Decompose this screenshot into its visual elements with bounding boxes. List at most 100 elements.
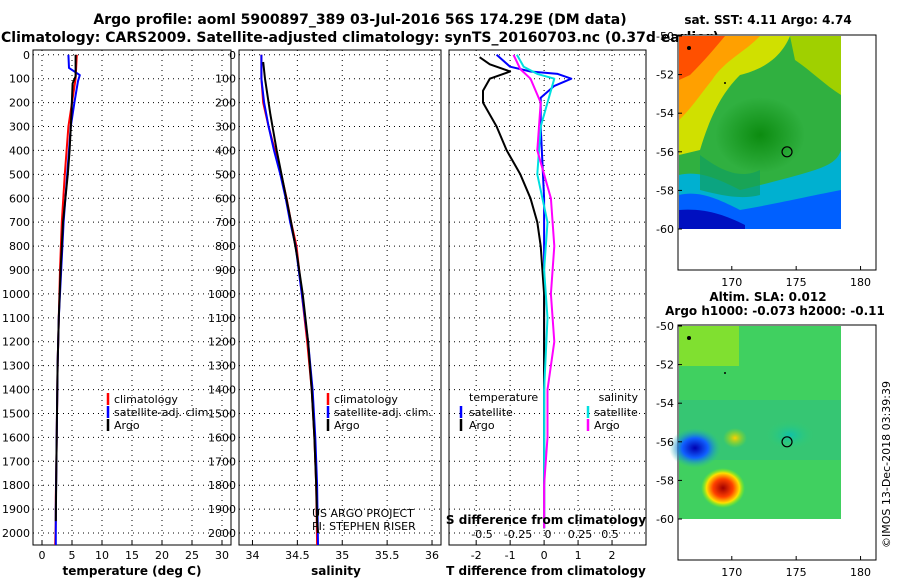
sst-map-title: sat. SST: 4.11 Argo: 4.74: [684, 13, 851, 27]
lat-tick-label: -58: [656, 184, 674, 197]
sla-upper-left-zone: [679, 326, 739, 366]
sla-field: [669, 326, 841, 519]
depth-tick-label: 800: [215, 240, 236, 253]
sla-map-title-line2: Argo h1000: -0.073 h2000: -0.11: [665, 304, 885, 318]
x-tick-label: 2: [609, 549, 616, 562]
island-dot: [724, 372, 726, 374]
x-tick-label: 36: [425, 549, 439, 562]
depth-tick-label: 1100: [2, 312, 30, 325]
series-line-temperature-argo: [479, 56, 546, 529]
difference-axes-frame: [448, 49, 647, 546]
salinity-xlabel: salinity: [311, 564, 361, 578]
lon-tick-label: 170: [721, 566, 742, 579]
depth-tick-label: 200: [9, 97, 30, 110]
secondary-tick: 0.5: [601, 528, 619, 541]
series-line-salinity-argo: [512, 54, 556, 529]
depth-tick-label: 1600: [2, 431, 30, 444]
sst-coldest-zone: [679, 209, 745, 229]
legend-satellite-label: satellite-adj. clim.: [334, 406, 432, 419]
sla-negative-eddy: [669, 428, 721, 468]
figure-title-line2: Climatology: CARS2009. Satellite-adjuste…: [1, 30, 719, 46]
project-annotation: US ARGO PROJECT: [312, 507, 414, 520]
depth-tick-label: 900: [215, 264, 236, 277]
temperature-legend: climatology satellite-adj. clim. Argo: [106, 393, 212, 432]
secondary-tick: 0.25: [568, 528, 593, 541]
lat-tick-label: -56: [656, 146, 674, 159]
lat-tick-label: -50: [656, 320, 674, 333]
temperature-xlabel: temperature (deg C): [63, 564, 202, 578]
sla-map-y-ticks: -50 -52 -54 -56 -58 -60: [656, 320, 682, 526]
depth-tick-label: 800: [9, 240, 30, 253]
depth-tick-label: 1300: [2, 360, 30, 373]
depth-tick-label: 600: [215, 192, 236, 205]
difference-lines: [479, 54, 573, 529]
x-tick-label: 1: [575, 549, 582, 562]
series-line-argo: [54, 54, 77, 522]
sst-warm-east-zone: [790, 36, 841, 95]
depth-tick-label: 1900: [208, 503, 236, 516]
lon-tick-label: 180: [850, 566, 871, 579]
x-tick-label: 20: [155, 549, 169, 562]
temperature-depth-ticks: 0 100 200 300 400 500 600 700 800 900 1000 1100 1200…: [2, 49, 30, 540]
secondary-tick: -0.25: [504, 528, 532, 541]
sst-green-band: [700, 155, 760, 198]
legend-sal-argo-label: Argo: [594, 419, 620, 432]
sla-map-panel: Altim. SLA: 0.012 Argo h1000: -0.073 h20…: [656, 290, 885, 579]
depth-tick-label: 2000: [208, 527, 236, 540]
island-dot: [687, 46, 691, 50]
x-tick-label: 0: [39, 549, 46, 562]
salinity-grid: [239, 50, 441, 545]
temperature-grid: [33, 50, 231, 545]
salinity-legend: climatology satellite-adj. clim. Argo: [326, 393, 432, 432]
x-tick-label: 34: [245, 549, 259, 562]
sst-field: [679, 36, 841, 229]
figure-title-line1: Argo profile: aoml 5900897_389 03-Jul-20…: [93, 12, 626, 28]
credit-text: ©IMOS 13-Dec-2018 03:39:39: [880, 381, 893, 548]
temperature-lines: [54, 54, 81, 546]
x-tick-label: 25: [185, 549, 199, 562]
lat-tick-label: -60: [656, 513, 674, 526]
sla-positive-eddy: [701, 468, 745, 508]
depth-tick-label: 700: [215, 216, 236, 229]
legend-climatology-label: climatology: [114, 393, 178, 406]
difference-x-ticks: -2 -1 0 1 2: [471, 541, 616, 562]
lat-tick-label: -52: [656, 69, 674, 82]
pi-annotation: PI: STEPHEN RISER: [312, 520, 416, 533]
sla-map-title-line1: Altim. SLA: 0.012: [709, 290, 826, 304]
sst-map-marks: [687, 46, 793, 158]
depth-tick-label: 1900: [2, 503, 30, 516]
salinity-axes-frame: [238, 49, 442, 546]
depth-tick-label: 1000: [2, 288, 30, 301]
depth-tick-label: 900: [9, 264, 30, 277]
legend-temperature-heading: temperature: [469, 391, 538, 404]
lat-tick-label: -56: [656, 436, 674, 449]
depth-tick-label: 2000: [2, 527, 30, 540]
depth-tick-label: 1800: [208, 479, 236, 492]
lat-tick-label: -54: [656, 397, 674, 410]
lat-tick-label: -54: [656, 107, 674, 120]
sla-map-x-ticks: 170 175 180: [721, 556, 871, 579]
lat-tick-label: -50: [656, 30, 674, 43]
island-dot: [724, 82, 726, 84]
depth-tick-label: 1700: [208, 455, 236, 468]
depth-tick-label: 1500: [2, 407, 30, 420]
sst-map-panel: sat. SST: 4.11 Argo: 4.74 -50 -52 -54 -56 -5…: [656, 13, 877, 289]
depth-tick-label: 200: [215, 97, 236, 110]
depth-tick-label: 400: [215, 144, 236, 157]
legend-temp-argo-label: Argo: [469, 419, 495, 432]
lon-tick-label: 175: [786, 276, 807, 289]
lat-tick-label: -60: [656, 223, 674, 236]
x-tick-label: 5: [69, 549, 76, 562]
temperature-axes-frame: [32, 49, 232, 546]
island-dot: [687, 336, 691, 340]
sla-cyan-patch: [765, 420, 815, 450]
depth-tick-label: 0: [23, 49, 30, 62]
float-position-marker: [781, 436, 793, 448]
x-tick-label: 35.5: [375, 549, 400, 562]
depth-tick-label: 300: [9, 121, 30, 134]
depth-tick-label: 100: [215, 73, 236, 86]
temperature-panel: 0100200300400500600700800900100011001200…: [2, 49, 232, 578]
depth-tick-label: 500: [9, 168, 30, 181]
series-line-argo: [262, 61, 319, 534]
x-tick-label: -1: [505, 549, 516, 562]
